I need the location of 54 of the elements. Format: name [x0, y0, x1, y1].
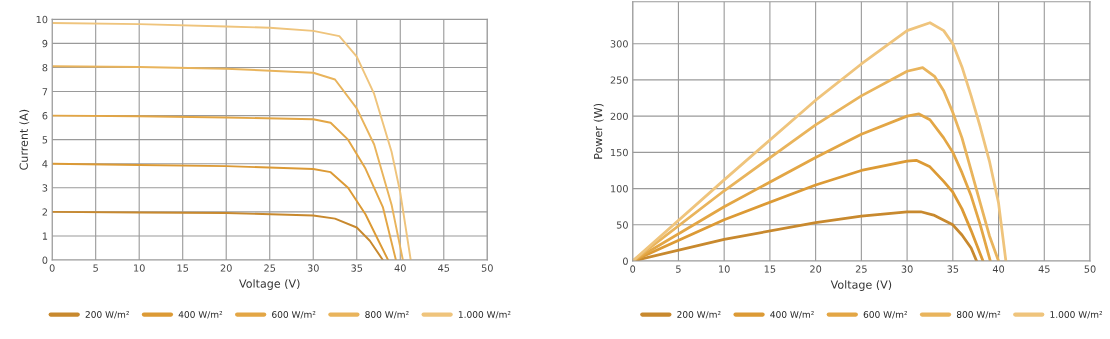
legend-label: 200 W/m²: [677, 311, 721, 319]
x-tick-label: 40: [992, 265, 1005, 273]
y-tick-label: 3: [42, 184, 48, 192]
x-tick-label: 25: [855, 265, 867, 273]
x-tick-label: 20: [810, 265, 822, 273]
x-tick-label: 35: [351, 264, 363, 272]
legend-label: 800 W/m²: [956, 311, 1001, 319]
x-tick-label: 15: [177, 264, 189, 272]
x-tick-label: 0: [630, 265, 636, 273]
y-tick-label: 50: [616, 221, 628, 229]
x-tick-label: 30: [901, 265, 913, 273]
y-tick-label: 300: [610, 40, 628, 48]
y-tick-label: 8: [42, 63, 48, 72]
y-axis-title: Current (A): [19, 109, 30, 170]
x-tick-label: 40: [394, 264, 406, 272]
y-tick-label: 1: [42, 232, 48, 240]
y-tick-label: 4: [42, 160, 48, 168]
x-tick-label: 50: [1084, 265, 1096, 273]
x-tick-label: 5: [676, 265, 681, 273]
legend-label: 600 W/m²: [272, 311, 316, 319]
x-tick-label: 45: [1038, 265, 1050, 273]
legend-label: 1.000 W/m²: [1050, 311, 1103, 319]
x-tick-label: 30: [307, 264, 319, 272]
y-tick-label: 5: [42, 136, 48, 144]
legend-label: 400 W/m²: [770, 311, 814, 319]
y-tick-label: 250: [610, 76, 628, 84]
y-tick-label: 0: [42, 256, 48, 264]
x-tick-label: 25: [264, 264, 276, 272]
x-tick-label: 45: [438, 264, 450, 272]
x-tick-label: 20: [220, 264, 232, 272]
legend-label: 200 W/m²: [85, 311, 129, 319]
y-tick-label: 7: [42, 88, 48, 96]
y-tick-label: 0: [622, 257, 628, 265]
y-tick-label: 9: [42, 39, 48, 48]
legend-label: 400 W/m²: [178, 311, 223, 319]
y-tick-label: 2: [42, 208, 48, 216]
x-tick-label: 35: [947, 265, 959, 273]
x-tick-label: 10: [719, 265, 730, 273]
x-axis-title: Voltage (V): [830, 280, 892, 291]
legend-label: 600 W/m²: [863, 311, 907, 319]
y-tick-label: 150: [611, 148, 628, 157]
legend-label: 800 W/m²: [365, 311, 409, 319]
x-tick-label: 10: [134, 264, 145, 272]
x-axis-title: Voltage (V): [239, 279, 300, 290]
y-tick-label: 100: [611, 185, 628, 193]
y-axis-title: Power (W): [593, 103, 604, 159]
x-tick-label: 50: [481, 264, 493, 272]
y-tick-label: 200: [610, 112, 628, 120]
y-tick-label: 6: [42, 112, 48, 120]
x-tick-label: 5: [93, 264, 98, 272]
legend-label: 1.000 W/m²: [458, 311, 511, 319]
x-tick-label: 15: [764, 265, 776, 273]
x-tick-label: 0: [49, 264, 55, 272]
y-tick-label: 10: [36, 15, 48, 24]
